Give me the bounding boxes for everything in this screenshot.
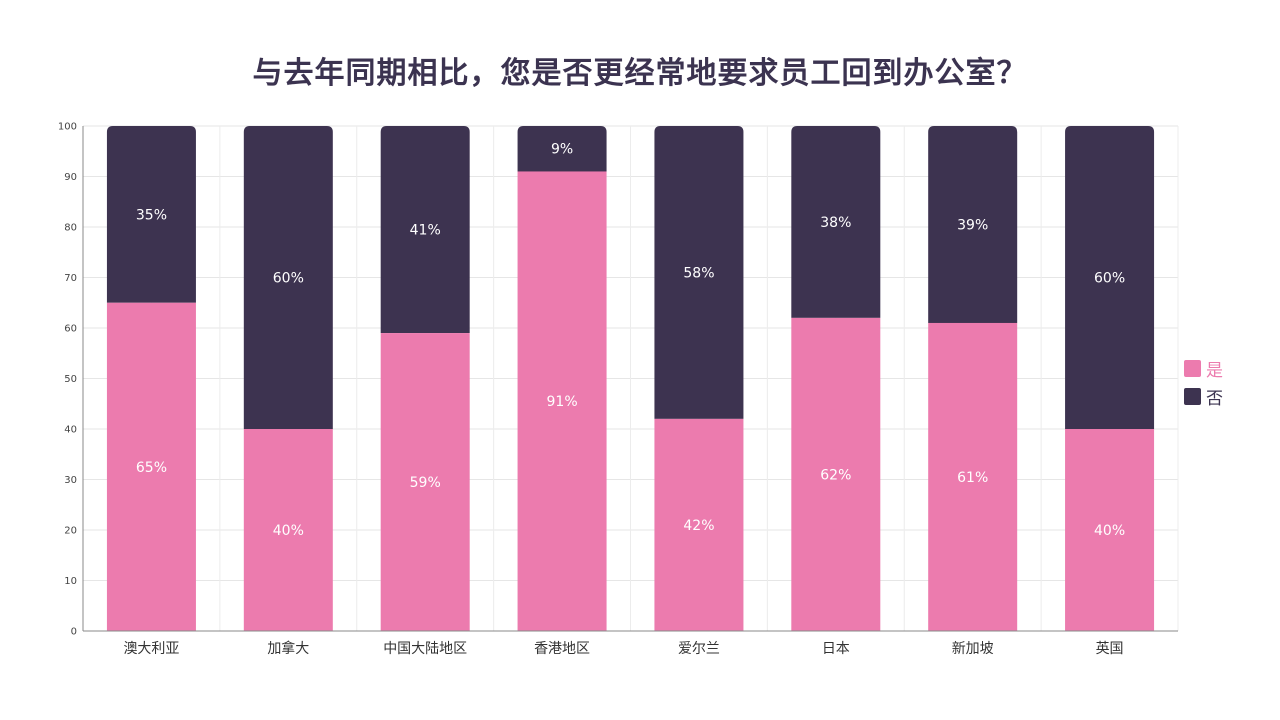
x-tick-label: 日本: [822, 641, 850, 657]
bar-yes[interactable]: [243, 429, 333, 631]
data-label-no: 41%: [410, 223, 441, 239]
y-tick-label: 100: [58, 122, 77, 133]
legend-swatch-yes: [1184, 359, 1201, 377]
y-tick-label: 20: [64, 526, 77, 537]
legend: 是 否: [1184, 354, 1223, 410]
data-label-yes: 62%: [820, 467, 851, 483]
y-tick-label: 40: [64, 425, 77, 436]
data-label-yes: 40%: [1094, 523, 1125, 539]
y-tick-label: 90: [64, 172, 77, 183]
bar-no[interactable]: [517, 126, 607, 172]
legend-label-yes: 是: [1206, 360, 1223, 381]
bar-yes[interactable]: [791, 317, 881, 631]
data-label-yes: 91%: [547, 394, 578, 410]
data-label-no: 58%: [683, 265, 714, 281]
legend-item-no[interactable]: 否: [1184, 382, 1223, 410]
y-tick-label: 10: [64, 576, 77, 587]
x-tick-label: 中国大陆地区: [383, 641, 467, 657]
x-tick-label: 加拿大: [267, 640, 309, 657]
data-labels-group: 65% 35% 40% 60% 59% 41% 91% 9% 42% 58% 62% 38% 61% 39…: [136, 142, 1125, 539]
bar-no[interactable]: [654, 126, 744, 419]
legend-item-yes[interactable]: 是: [1184, 354, 1223, 382]
data-label-no: 60%: [1094, 271, 1125, 287]
x-tick-label: 澳大利亚: [123, 641, 179, 657]
bar-no[interactable]: [380, 126, 470, 334]
bar-yes[interactable]: [654, 418, 744, 631]
axes-group: 0 10 20 30 40 50 60 70 80 90 100 澳大利亚 加拿大 中国大陆地区 香港地区 爱…: [58, 122, 1178, 657]
y-tick-label: 0: [71, 627, 77, 638]
bar-no[interactable]: [928, 126, 1018, 323]
data-label-no: 60%: [273, 271, 304, 287]
legend-swatch-no: [1184, 387, 1201, 405]
data-label-yes: 42%: [683, 518, 714, 534]
bar-no[interactable]: [791, 126, 881, 318]
bar-yes[interactable]: [1065, 429, 1155, 631]
legend-label-no: 否: [1206, 388, 1223, 409]
data-label-no: 39%: [957, 217, 988, 233]
x-tick-label: 香港地区: [534, 641, 590, 657]
data-label-no: 35%: [136, 207, 167, 223]
bar-no[interactable]: [106, 126, 196, 303]
bar-no[interactable]: [1065, 126, 1155, 429]
y-tick-label: 80: [64, 223, 77, 234]
data-label-yes: 40%: [273, 523, 304, 539]
bar-yes[interactable]: [106, 302, 196, 631]
bar-yes[interactable]: [928, 322, 1018, 631]
x-tick-label: 英国: [1096, 640, 1124, 657]
data-label-yes: 59%: [410, 475, 441, 491]
y-tick-label: 50: [64, 374, 77, 385]
bar-yes[interactable]: [517, 171, 607, 631]
data-label-yes: 61%: [957, 470, 988, 486]
data-label-no: 9%: [551, 142, 573, 158]
y-tick-label: 60: [64, 324, 77, 335]
bar-yes[interactable]: [380, 333, 470, 631]
chart-title: 与去年同期相比，您是否更经常地要求员工回到办公室？: [252, 56, 1028, 91]
x-tick-label: 新加坡: [952, 641, 994, 657]
bars-group: [106, 126, 1155, 631]
x-tick-label: 爱尔兰: [678, 641, 720, 657]
y-tick-label: 30: [64, 475, 77, 486]
y-tick-label: 70: [64, 273, 77, 284]
data-label-yes: 65%: [136, 460, 167, 476]
data-label-no: 38%: [820, 215, 851, 231]
bar-no[interactable]: [243, 126, 333, 429]
